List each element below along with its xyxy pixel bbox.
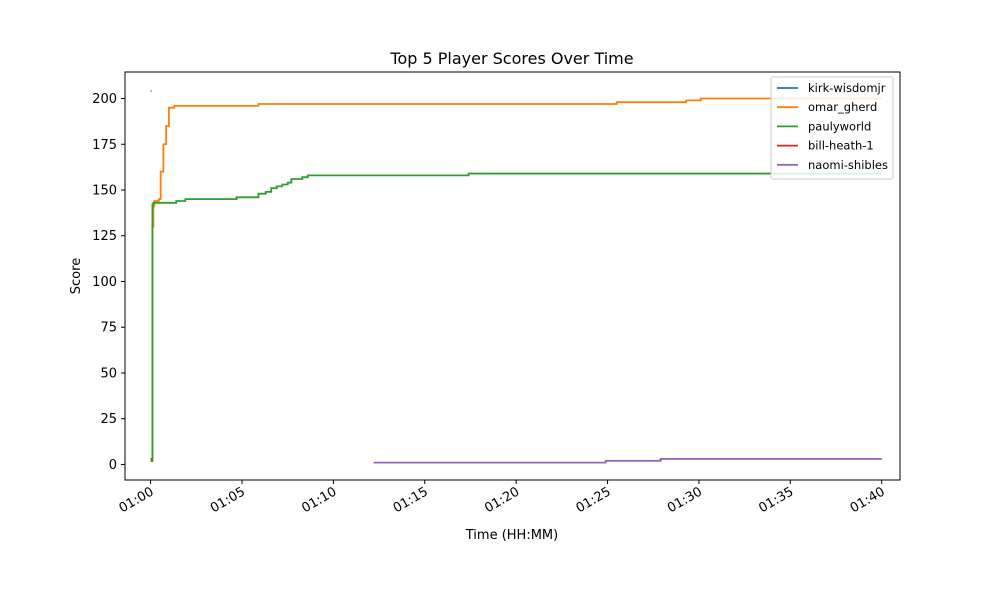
legend-label-naomi-shibles: naomi-shibles	[808, 158, 888, 172]
legend: kirk-wisdomjr omar_gherd paulyworld bill-he…	[770, 76, 894, 180]
y-tick-label-0: 0	[109, 458, 117, 473]
series-line-naomi-shibles	[373, 458, 882, 464]
y-tick-label-50: 50	[100, 366, 117, 381]
legend-box	[770, 76, 894, 180]
chart-title: Top 5 Player Scores Over Time	[389, 49, 633, 68]
y-tick-label-150: 150	[92, 184, 117, 199]
series-line-paulyworld	[150, 172, 882, 462]
y-tick-label-100: 100	[92, 275, 117, 290]
plot-frame	[124, 71, 901, 481]
y-tick-label-175: 175	[92, 138, 117, 153]
y-tick-label-200: 200	[92, 92, 117, 107]
plot-area	[150, 90, 882, 464]
y-axis-label: Score	[69, 258, 84, 294]
legend-label-kirk-wisdomjr: kirk-wisdomjr	[808, 81, 886, 95]
y-tick-label-125: 125	[92, 229, 117, 244]
x-axis-label: Time (HH:MM)	[465, 528, 558, 543]
legend-label-paulyworld: paulyworld	[808, 119, 871, 133]
legend-label-omar_gherd: omar_gherd	[808, 100, 877, 114]
legend-label-bill-heath-1: bill-heath-1	[808, 139, 874, 153]
y-tick-label-75: 75	[100, 321, 117, 336]
y-tick-label-25: 25	[100, 412, 117, 427]
series-lines	[150, 90, 882, 464]
